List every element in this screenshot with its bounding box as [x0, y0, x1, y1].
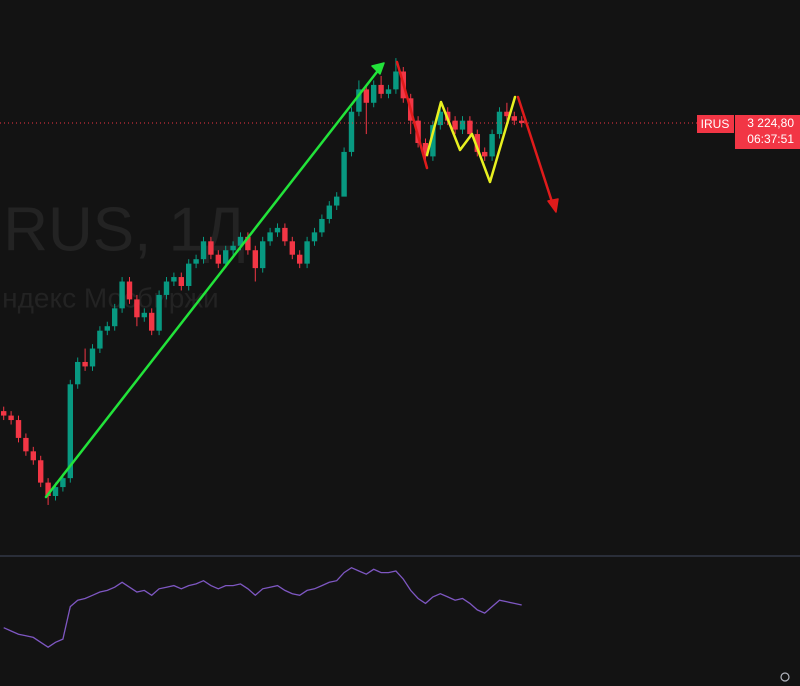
projection-arrow [516, 95, 555, 207]
candle-body [237, 236, 244, 246]
candle-body [282, 227, 288, 242]
candle-body [274, 227, 281, 233]
candle-body [467, 120, 473, 135]
tag-timer: 06:37:51 [747, 132, 794, 146]
candle-body [297, 254, 303, 264]
candle-body [482, 151, 488, 157]
candle-body [215, 254, 221, 264]
candle-body [134, 299, 140, 318]
pattern-line [425, 95, 517, 184]
candle-body [75, 361, 81, 385]
candle-body [437, 111, 443, 126]
candle-body [363, 89, 369, 103]
candle-body [156, 294, 162, 331]
candle-body [97, 330, 103, 349]
candle-body [112, 308, 118, 327]
trend-arrow [44, 66, 382, 499]
candle-body [141, 312, 147, 318]
candle-body [430, 125, 436, 157]
candle-body [356, 89, 362, 112]
price-tag: IRUS 3 224,80 06:37:51 [697, 115, 800, 149]
rsi-line [3, 566, 522, 648]
candle-body [348, 111, 355, 152]
candle-body [511, 116, 517, 121]
candle-body [104, 326, 110, 331]
candle-body [1, 411, 7, 416]
candle-body [319, 218, 325, 233]
candle-body [171, 277, 177, 282]
candle-body [8, 415, 14, 421]
candle-body [452, 120, 458, 130]
candle-body [186, 263, 192, 286]
candle-body [52, 487, 59, 497]
candle-body [519, 120, 525, 123]
candle-body [385, 89, 392, 94]
candle-body [149, 312, 155, 331]
candle-body [422, 142, 429, 157]
candle-body [230, 245, 236, 251]
pattern-line [395, 60, 429, 170]
candle-body [15, 420, 22, 438]
candle-body [311, 232, 318, 242]
candle-body [489, 134, 495, 157]
candle-body [341, 151, 347, 197]
candle-body [267, 232, 273, 242]
candle-body [304, 241, 310, 264]
tag-symbol-box [697, 115, 734, 133]
candle-body [178, 277, 184, 286]
candle-body [119, 281, 125, 309]
candle-body [223, 250, 229, 264]
candle-body [208, 241, 214, 255]
candle-body [371, 84, 377, 103]
candle-body [474, 134, 480, 152]
candle-body [193, 259, 199, 264]
candle-body [334, 196, 340, 206]
tag-price-box [735, 115, 800, 149]
candle-body [459, 120, 466, 130]
candle-body [126, 281, 133, 300]
settings-icon[interactable] [780, 672, 790, 682]
candle-body [60, 478, 66, 488]
candle-body [326, 205, 332, 219]
candle-body [496, 111, 503, 135]
candle-body [378, 84, 384, 94]
arrow-head [371, 62, 385, 75]
candle-body [82, 361, 88, 367]
candle-body [252, 250, 258, 269]
tag-symbol: IRUS [701, 117, 730, 131]
candle-body [89, 348, 96, 367]
plot [0, 58, 740, 648]
candle-body [504, 111, 510, 117]
candle-body [289, 241, 295, 255]
candle-body [200, 241, 207, 260]
candle-body [38, 460, 44, 483]
tag-price: 3 224,80 [747, 116, 794, 130]
candle-body [393, 71, 399, 90]
candle-body [260, 241, 266, 269]
arrow-head [547, 198, 559, 213]
candle-body [45, 482, 51, 497]
candle-body [23, 437, 29, 452]
candle-body [30, 451, 36, 461]
candle-body [67, 384, 73, 479]
candle-body [163, 281, 170, 295]
watermark-subtitle: Индекс Мосбиржи [0, 282, 219, 313]
candle-body [245, 236, 251, 251]
drawings [44, 60, 559, 499]
